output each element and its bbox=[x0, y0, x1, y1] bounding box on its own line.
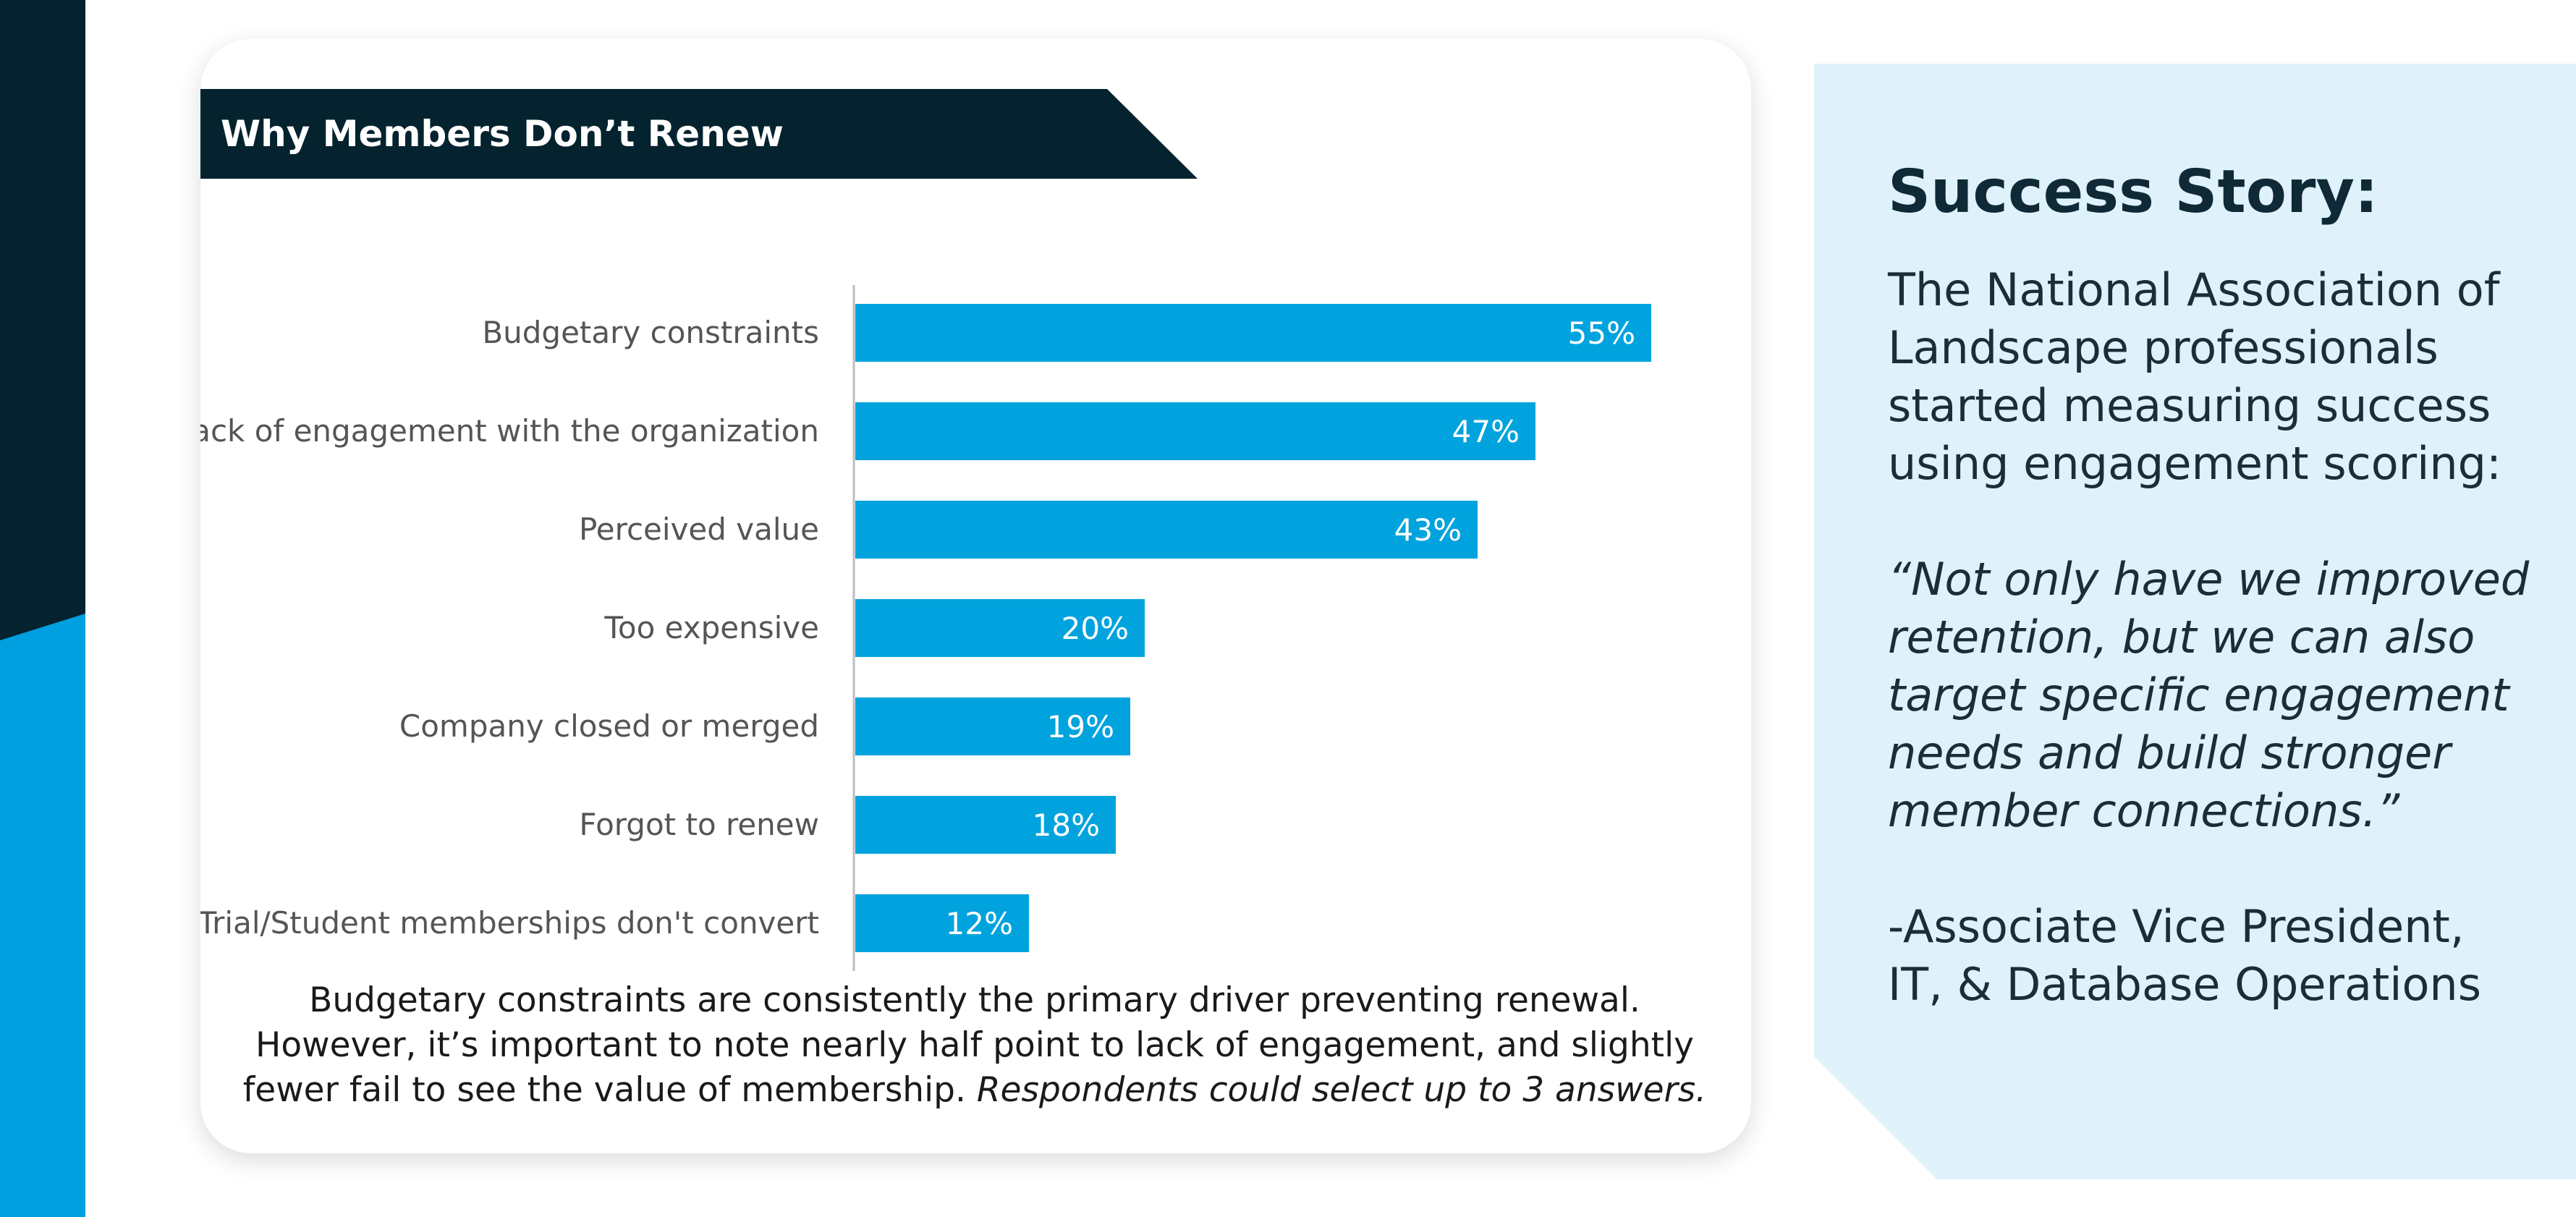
chart-title: Why Members Don’t Renew bbox=[221, 113, 784, 155]
title-banner-shape bbox=[200, 89, 1198, 179]
bar-value-label: 47% bbox=[1452, 414, 1520, 449]
bar bbox=[855, 304, 1651, 362]
caption-line-1: Budgetary constraints are consistently t… bbox=[309, 980, 1640, 1020]
bar bbox=[855, 796, 1116, 854]
bar bbox=[855, 501, 1478, 559]
story-intro: The National Association of Landscape pr… bbox=[1888, 263, 2501, 490]
bar-category-label: Forgot to renew bbox=[579, 807, 819, 842]
blue-strip-shape bbox=[0, 614, 85, 1217]
caption-line-3: fewer fail to see the value of membershi… bbox=[229, 1068, 1720, 1113]
story-panel-shape bbox=[1814, 64, 2576, 1179]
success-story-panel: Success Story: The National Association … bbox=[1814, 64, 2576, 1179]
bar-category-label: Company closed or merged bbox=[399, 708, 819, 744]
chart-card: Why Members Don’t Renew Budgetary constr… bbox=[200, 39, 1751, 1153]
bar-category-label: Perceived value bbox=[579, 512, 819, 547]
bar-category-label: Lack of engagement with the organization bbox=[200, 413, 819, 449]
bar bbox=[855, 697, 1130, 755]
story-attribution: -Associate Vice President, IT, & Databas… bbox=[1888, 898, 2554, 1014]
bar-chart: Budgetary constraints 55% Lack of engageme… bbox=[200, 285, 1651, 971]
bar bbox=[855, 894, 1029, 952]
story-heading: Success Story: bbox=[1888, 158, 2378, 226]
bar-value-label: 55% bbox=[1568, 315, 1635, 351]
caption-note: Respondents could select up to 3 answers… bbox=[976, 1070, 1707, 1110]
bar-value-label: 18% bbox=[1033, 807, 1100, 843]
bar-category-label: Trial/Student memberships don't convert bbox=[200, 905, 819, 941]
bar-value-label: 19% bbox=[1047, 709, 1114, 745]
bar-value-label: 43% bbox=[1394, 512, 1462, 548]
left-decor-strip bbox=[0, 0, 85, 1217]
bar-value-label: 12% bbox=[946, 906, 1013, 941]
bar-category-label: Too expensive bbox=[603, 610, 819, 645]
story-quote: “Not only have we improved retention, bu… bbox=[1888, 553, 2530, 837]
chart-title-banner: Why Members Don’t Renew bbox=[200, 89, 1198, 179]
bar bbox=[855, 402, 1535, 460]
attribution-line-2: IT, & Database Operations bbox=[1888, 958, 2482, 1011]
attribution-line-1: -Associate Vice President, bbox=[1888, 900, 2465, 953]
caption-line-3-text: fewer fail to see the value of membershi… bbox=[242, 1070, 966, 1110]
bar bbox=[855, 599, 1145, 657]
story-content: Success Story: The National Association … bbox=[1888, 158, 2554, 1014]
bar-value-label: 20% bbox=[1062, 611, 1129, 646]
chart-caption: Budgetary constraints are consistently t… bbox=[229, 978, 1720, 1113]
bar-category-label: Budgetary constraints bbox=[482, 315, 819, 350]
caption-line-2: However, it’s important to note nearly h… bbox=[255, 1025, 1694, 1065]
